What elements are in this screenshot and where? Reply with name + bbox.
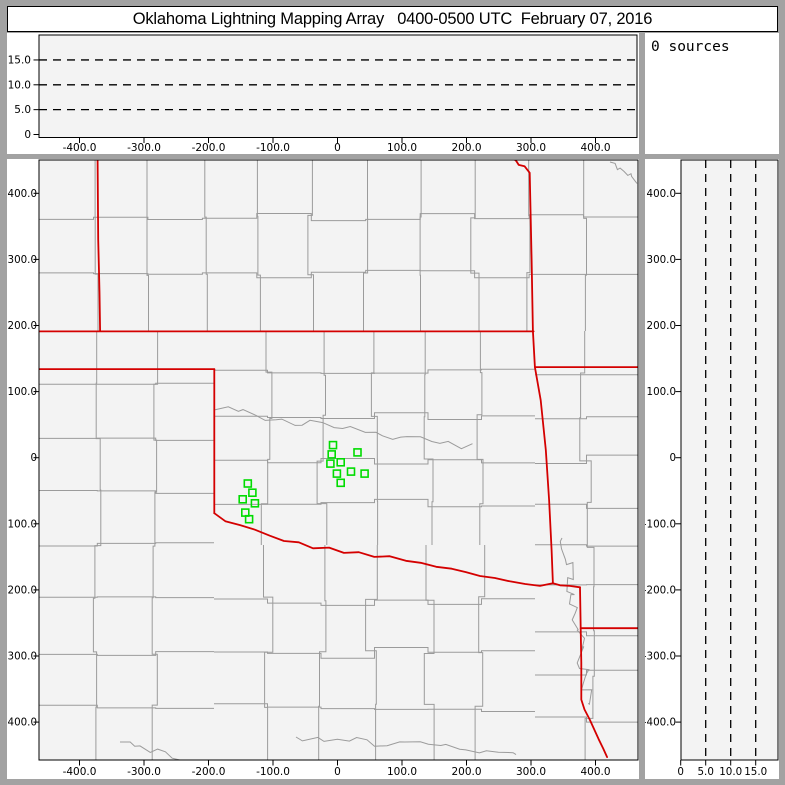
state-border-missouri-west-and-ok-ar (513, 160, 554, 585)
sources-counter-panel: 0 sources (645, 33, 779, 154)
lma-station-marker (346, 467, 356, 476)
x-axis-tick-label: -300.0 (127, 142, 161, 154)
x-axis-tick-label: 15.0 (744, 766, 767, 778)
river-boundaries (120, 161, 638, 760)
y-axis-tick-label: 300.0 (647, 254, 676, 266)
y-axis-tick-label: -300.0 (7, 651, 37, 663)
lma-station-marker (332, 469, 342, 478)
lma-station-marker (248, 488, 257, 498)
x-axis-tick-label: -200.0 (192, 766, 226, 778)
x-axis-tick-label: -100.0 (256, 766, 290, 778)
x-axis-tick-label: 100.0 (387, 766, 417, 778)
x-axis-tick-label: 400.0 (580, 142, 610, 154)
x-axis-tick-label: 0 (677, 766, 684, 778)
lma-station-marker (250, 498, 260, 508)
y-axis-tick-label: 300.0 (8, 254, 37, 266)
lma-station-marker (336, 457, 346, 467)
y-axis-tick-label: -400.0 (645, 717, 676, 729)
x-axis-tick-label: 300.0 (516, 766, 546, 778)
x-axis-tick-label: -400.0 (63, 142, 97, 154)
y-axis-tick-label: 100.0 (647, 386, 676, 398)
altitude-eastwest-panel: 0 5.0 10.0 15.0 -400.0 -300.0 -200.0 -100.0 0 100… (7, 33, 639, 154)
y-axis-tick-label: -200.0 (645, 584, 676, 596)
right-panel-axes: 400.0 300.0 200.0 100.0 0 -100.0 -200.0 -300.0 -… (645, 188, 767, 778)
state-borders (39, 160, 638, 758)
y-axis-tick-label: -200.0 (7, 584, 37, 596)
altitude-gridlines (39, 59, 637, 111)
y-axis-tick-label: 10.0 (8, 79, 31, 91)
x-axis-tick-label: 200.0 (451, 142, 481, 154)
altitude-eastwest-plot: 0 5.0 10.0 15.0 -400.0 -300.0 -200.0 -100.0 0 100… (8, 34, 638, 154)
title-text: Oklahoma Lightning Mapping Array 0400-05… (132, 9, 653, 28)
y-axis-tick-label: 200.0 (8, 320, 37, 332)
x-axis-tick-label: 200.0 (451, 766, 481, 778)
x-axis-tick-label: 5.0 (698, 766, 714, 778)
state-border-red-river (213, 512, 581, 589)
lma-station-markers (238, 440, 369, 524)
y-axis-tick-label: 0 (24, 129, 31, 141)
altitude-gridlines (705, 160, 757, 760)
lma-station-marker (327, 450, 337, 459)
state-border-colorado-kansas (96, 160, 101, 332)
x-axis-tick-label: -400.0 (63, 766, 97, 778)
y-axis-tick-label: 5.0 (14, 104, 31, 116)
x-axis-tick-label: -300.0 (127, 766, 161, 778)
lma-station-marker (336, 478, 346, 488)
lma-station-marker (326, 459, 335, 468)
sources-count-text: 0 sources (651, 39, 730, 55)
y-axis-tick-label: 100.0 (8, 386, 37, 398)
y-axis-tick-label: -300.0 (645, 651, 676, 663)
y-axis-tick-label: 0 (669, 452, 676, 464)
altitude-northsouth-panel: 400.0 300.0 200.0 100.0 0 -100.0 -200.0 -300.0 -… (645, 159, 779, 779)
x-axis-tick-label: 100.0 (387, 142, 417, 154)
y-axis-tick-label: -400.0 (7, 717, 37, 729)
y-axis-tick-label: 15.0 (8, 54, 31, 66)
lma-station-marker (353, 448, 362, 457)
y-axis-tick-label: 0 (30, 452, 37, 464)
x-axis-tick-label: 10.0 (719, 766, 742, 778)
x-axis-tick-label: 400.0 (580, 766, 610, 778)
y-axis-tick-label: -100.0 (645, 518, 676, 530)
lma-station-marker (244, 514, 254, 524)
top-panel-axes: 0 5.0 10.0 15.0 -400.0 -300.0 -200.0 -100.0 0 100… (8, 54, 611, 154)
y-axis-tick-label: 400.0 (8, 188, 37, 200)
state-border-texas-arkansas-louisiana (579, 586, 608, 758)
lma-station-marker (238, 494, 247, 504)
x-axis-tick-label: 300.0 (516, 142, 546, 154)
plan-view-map-plot: 400.0 300.0 200.0 100.0 0 -100.0 -200.0 -300.0 -… (7, 159, 639, 778)
lma-station-marker (360, 469, 369, 478)
x-axis-tick-label: -100.0 (256, 142, 290, 154)
map-axes: 400.0 300.0 200.0 100.0 0 -100.0 -200.0 -300.0 -… (7, 188, 611, 778)
county-boundaries (39, 160, 638, 760)
title-bar: Oklahoma Lightning Mapping Array 0400-05… (7, 6, 778, 32)
y-axis-tick-label: 200.0 (647, 320, 676, 332)
lma-station-marker (243, 479, 253, 488)
altitude-northsouth-plot: 400.0 300.0 200.0 100.0 0 -100.0 -200.0 -300.0 -… (645, 159, 779, 778)
y-axis-tick-label: -100.0 (7, 518, 37, 530)
x-axis-tick-label: 0 (334, 142, 341, 154)
y-axis-tick-label: 400.0 (647, 188, 676, 200)
lma-station-marker (328, 440, 338, 450)
plan-view-map-panel: 400.0 300.0 200.0 100.0 0 -100.0 -200.0 -300.0 -… (7, 159, 639, 779)
x-axis-tick-label: -200.0 (192, 142, 226, 154)
x-axis-tick-label: 0 (334, 766, 341, 778)
